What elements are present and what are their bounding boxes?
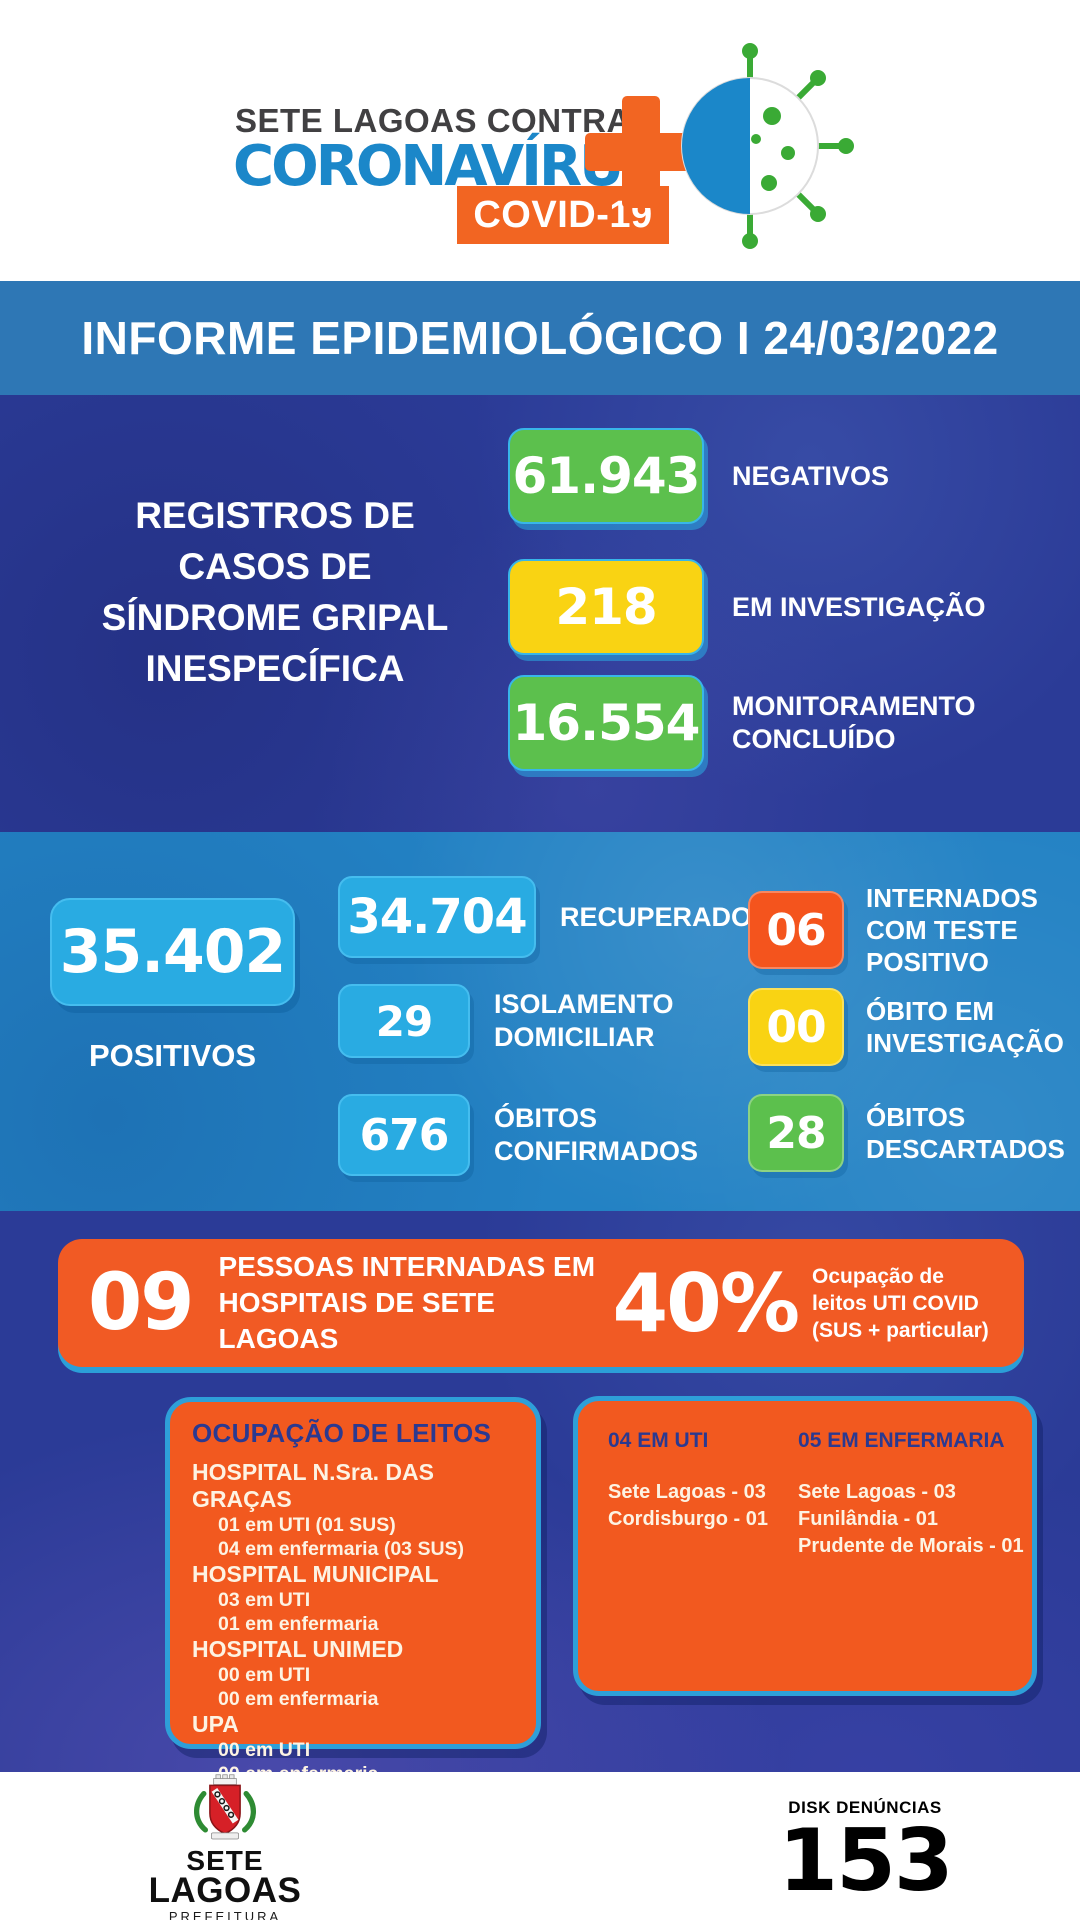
stat-obito-investigacao: 00 ÓBITO EM INVESTIGAÇÃO	[748, 988, 1064, 1066]
heading-line: SÍNDROME GRIPAL	[101, 597, 449, 638]
stat-obitos-descartados-value: 28	[748, 1094, 844, 1172]
enfermaria-city-line: Sete Lagoas - 03	[798, 1481, 956, 1503]
header: SETE LAGOAS CONTRA CORONAVÍRUS COVID-19	[0, 0, 1080, 281]
hospital-name: HOSPITAL UNIMED	[192, 1636, 404, 1662]
hospital-detail: 00 em enfermaria	[218, 1688, 379, 1710]
stat-recuperados-label: RECUPERADOS	[560, 901, 771, 932]
footer: SETE LAGOAS PREFEITURA DISK DENÚNCIAS 15…	[0, 1772, 1080, 1920]
heading-line: INESPECÍFICA	[145, 648, 405, 689]
enfermaria-column: 05 EM ENFERMARIA Sete Lagoas - 03 Funilâ…	[798, 1429, 1024, 1663]
stat-recuperados-value: 34.704	[338, 876, 536, 958]
stat-positivos-label: POSITIVOS	[88, 1038, 257, 1073]
hospital-detail: 00 em UTI	[218, 1739, 311, 1761]
virus-icon	[585, 43, 854, 249]
page-title: INFORME EPIDEMIOLÓGICO I 24/03/2022	[81, 312, 999, 364]
hospital-detail: 01 em enfermaria	[218, 1613, 379, 1635]
virus-cell-icon	[681, 43, 854, 249]
stat-obito-investigacao-value: 00	[748, 988, 844, 1066]
stat-obitos-confirmados-value: 676	[338, 1094, 470, 1176]
stat-negativos-value: 61.943	[508, 428, 704, 524]
stat-obitos-descartados-label: ÓBITOS DESCARTADOS	[866, 1102, 1065, 1164]
heading-line: REGISTROS DE	[135, 495, 415, 536]
plus-cross-icon	[585, 96, 697, 208]
disk-denuncias: DISK DENÚNCIAS 153	[760, 1798, 970, 1904]
stat-em-investigacao-value: 218	[508, 559, 704, 655]
hospital-detail: 00 em UTI	[218, 1664, 311, 1686]
uti-column: 04 EM UTI Sete Lagoas - 03 Cordisburgo -…	[608, 1429, 768, 1663]
stat-obitos-descartados: 28 ÓBITOS DESCARTADOS	[748, 1094, 1065, 1172]
stat-internados: 06 INTERNADOS COM TESTE POSITIVO	[748, 882, 1056, 978]
stat-obitos-confirmados: 676 ÓBITOS CONFIRMADOS	[338, 1094, 744, 1176]
title-bar: INFORME EPIDEMIOLÓGICO I 24/03/2022	[0, 281, 1080, 395]
enfermaria-column-title: 05 EM ENFERMARIA	[798, 1429, 1005, 1452]
internacoes-section: 09 PESSOAS INTERNADAS EM HOSPITAIS DE SE…	[0, 1211, 1080, 1785]
hospital-name: HOSPITAL N.Sra. DAS GRAÇAS	[192, 1459, 434, 1512]
stat-monitoramento: 16.554 MONITORAMENTO CONCLUÍDO	[508, 675, 1042, 771]
prefeitura-logo: SETE LAGOAS PREFEITURA	[145, 1774, 305, 1920]
stat-recuperados: 34.704 RECUPERADOS	[338, 876, 810, 958]
stat-em-investigacao: 218 EM INVESTIGAÇÃO	[508, 559, 1042, 655]
city-name-top: SETE	[186, 1845, 264, 1876]
uti-occupancy-label: Ocupação de leitos UTI COVID (SUS + part…	[812, 1264, 989, 1342]
hospital-detail: 03 em UTI	[218, 1589, 311, 1611]
uti-city-line: Sete Lagoas - 03	[608, 1481, 766, 1503]
internados-count: 09	[88, 1258, 195, 1348]
ocupacao-leitos-card: OCUPAÇÃO DE LEITOS HOSPITAL N.Sra. DAS G…	[165, 1397, 541, 1785]
uti-city-line: Cordisburgo - 01	[608, 1508, 769, 1530]
logo-tagline: SETE LAGOAS CONTRA	[235, 102, 631, 139]
pacientes-card: 04 EM UTI Sete Lagoas - 03 Cordisburgo -…	[573, 1396, 1037, 1696]
ocupacao-leitos-title: OCUPAÇÃO DE LEITOS	[192, 1418, 492, 1448]
enfermaria-city-line: Prudente de Morais - 01	[798, 1535, 1024, 1557]
sete-lagoas-crest-icon	[194, 1774, 256, 1840]
stat-positivos-value: 35.402	[50, 898, 295, 1006]
city-name-sub: PREFEITURA	[168, 1909, 282, 1920]
stat-internados-label: INTERNADOS COM TESTE POSITIVO	[866, 883, 1038, 977]
internados-banner: 09 PESSOAS INTERNADAS EM HOSPITAIS DE SE…	[58, 1239, 1024, 1367]
hospital-detail: 04 em enfermaria (03 SUS)	[218, 1538, 465, 1560]
disk-denuncias-label: DISK DENÚNCIAS	[788, 1798, 942, 1817]
sindrome-heading: REGISTROS DE CASOS DE SÍNDROME GRIPAL IN…	[90, 490, 460, 694]
disk-denuncias-number: 153	[778, 1811, 954, 1911]
heading-line: CASOS DE	[178, 546, 372, 587]
city-name-main: LAGOAS	[148, 1871, 302, 1910]
hospital-name: UPA	[192, 1711, 239, 1737]
stat-negativos: 61.943 NEGATIVOS	[508, 428, 1042, 524]
sindrome-gripal-section: REGISTROS DE CASOS DE SÍNDROME GRIPAL IN…	[0, 395, 1080, 832]
stat-isolamento: 29 ISOLAMENTO DOMICILIAR	[338, 984, 744, 1058]
stat-negativos-label: NEGATIVOS	[732, 460, 890, 491]
campaign-logo: SETE LAGOAS CONTRA CORONAVÍRUS COVID-19	[195, 40, 885, 255]
uti-occupancy-percent: 40%	[612, 1256, 800, 1350]
stat-em-investigacao-label: EM INVESTIGAÇÃO	[732, 591, 986, 622]
hospital-detail: 01 em UTI (01 SUS)	[218, 1514, 396, 1536]
stat-internados-value: 06	[748, 891, 844, 969]
stat-monitoramento-value: 16.554	[508, 675, 704, 771]
hospital-name: HOSPITAL MUNICIPAL	[192, 1561, 439, 1587]
stat-isolamento-label: ISOLAMENTO DOMICILIAR	[494, 989, 674, 1052]
stat-obito-investigacao-label: ÓBITO EM INVESTIGAÇÃO	[866, 996, 1064, 1058]
stat-monitoramento-label: MONITORAMENTO CONCLUÍDO	[732, 691, 976, 754]
uti-column-title: 04 EM UTI	[608, 1429, 709, 1452]
enfermaria-city-line: Funilândia - 01	[798, 1508, 939, 1530]
internados-count-label: PESSOAS INTERNADAS EM HOSPITAIS DE SETE …	[218, 1251, 596, 1354]
casos-section: 35.402 POSITIVOS 34.704 RECUPERADOS 29 I…	[0, 832, 1080, 1211]
stat-obitos-confirmados-label: ÓBITOS CONFIRMADOS	[494, 1103, 698, 1166]
stat-isolamento-value: 29	[338, 984, 470, 1058]
